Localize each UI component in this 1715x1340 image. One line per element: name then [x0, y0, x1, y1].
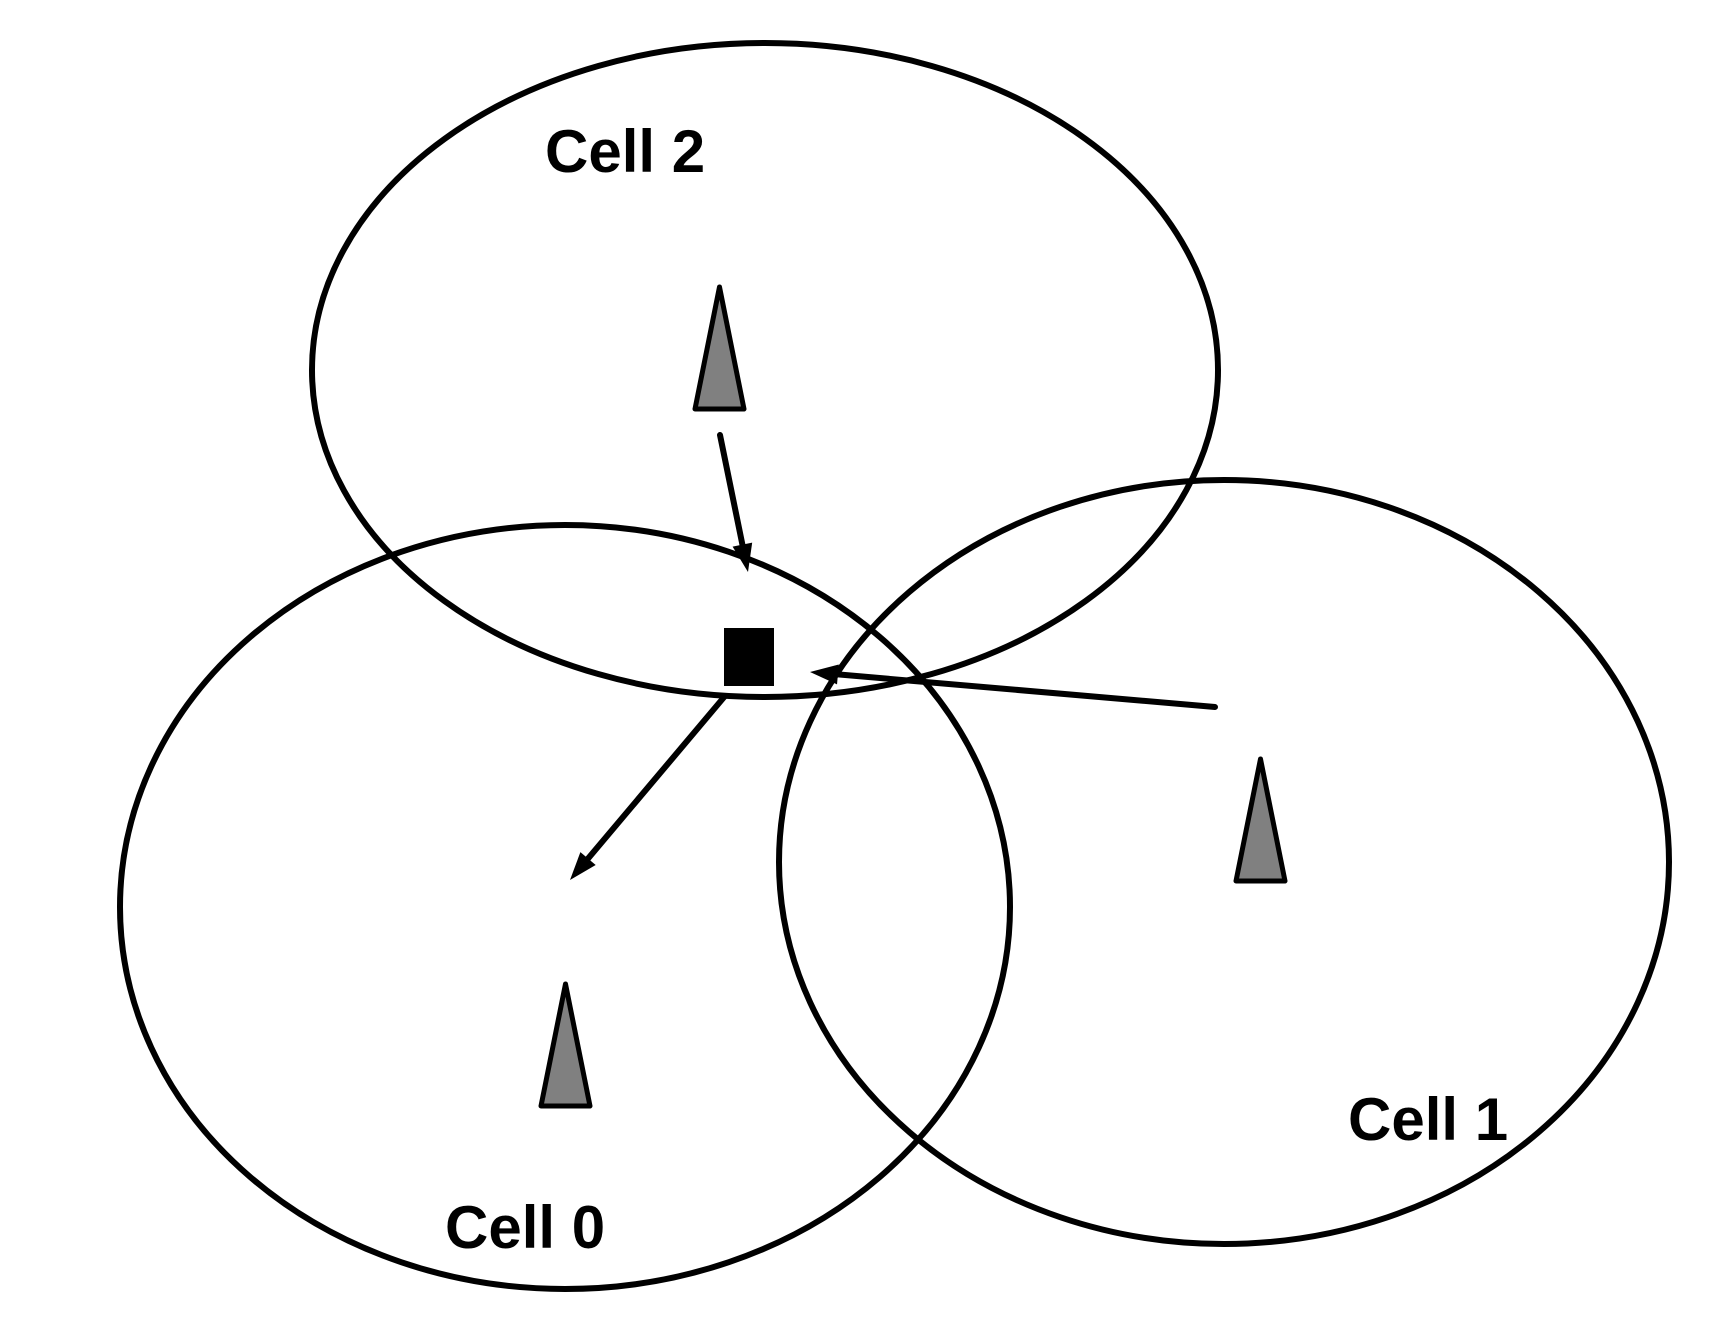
- cell2-label: Cell 2: [545, 117, 705, 186]
- mobile-device-icon: [724, 628, 774, 686]
- cell-diagram: Cell 0 Cell 1 Cell 2: [0, 0, 1715, 1340]
- cell2-to-mobile-arrow-line: [720, 435, 742, 545]
- cell0-label: Cell 0: [445, 1193, 605, 1262]
- cell2-ellipse: [312, 43, 1218, 697]
- cell0-tower-icon: [541, 984, 590, 1106]
- cell1-to-mobile-arrow-head-icon: [810, 664, 839, 684]
- mobile-to-cell0-arrow-line: [588, 696, 725, 859]
- cell2-tower-icon: [695, 287, 744, 409]
- cell1-to-mobile-arrow-line: [838, 674, 1215, 707]
- cell0-ellipse: [120, 525, 1010, 1289]
- cell1-ellipse: [779, 480, 1669, 1244]
- cell1-tower-icon: [1236, 759, 1285, 881]
- cell1-label: Cell 1: [1348, 1085, 1508, 1154]
